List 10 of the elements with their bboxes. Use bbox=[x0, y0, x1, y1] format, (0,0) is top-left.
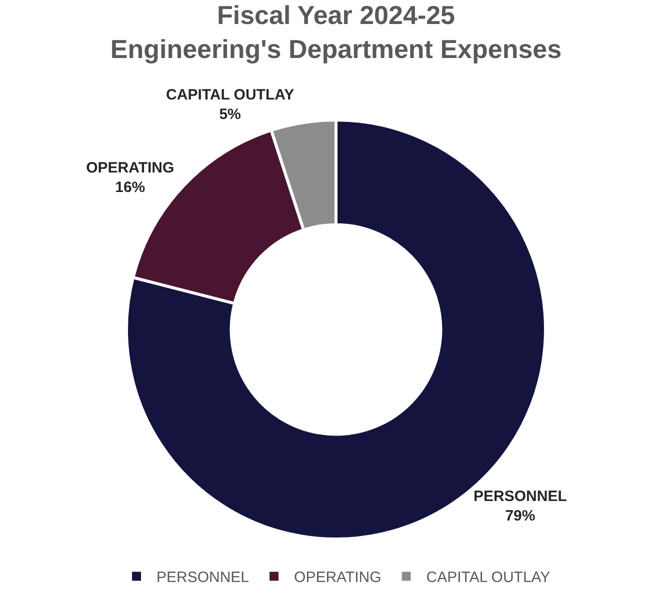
chart-title: Fiscal Year 2024-25 Engineering's Department Expenses bbox=[110, 0, 562, 64]
legend-label: CAPITAL OUTLAY bbox=[426, 569, 550, 586]
legend-label: PERSONNEL bbox=[156, 569, 250, 586]
data-label: 16% bbox=[115, 178, 146, 196]
slice-label: PERSONNEL bbox=[474, 488, 567, 506]
slice-label: CAPITAL OUTLAY bbox=[166, 86, 294, 104]
data-label: 79% bbox=[505, 508, 536, 525]
data-label: 5% bbox=[219, 106, 241, 124]
slice-label: OPERATING bbox=[86, 159, 174, 176]
legend-label: OPERATING bbox=[294, 569, 382, 586]
